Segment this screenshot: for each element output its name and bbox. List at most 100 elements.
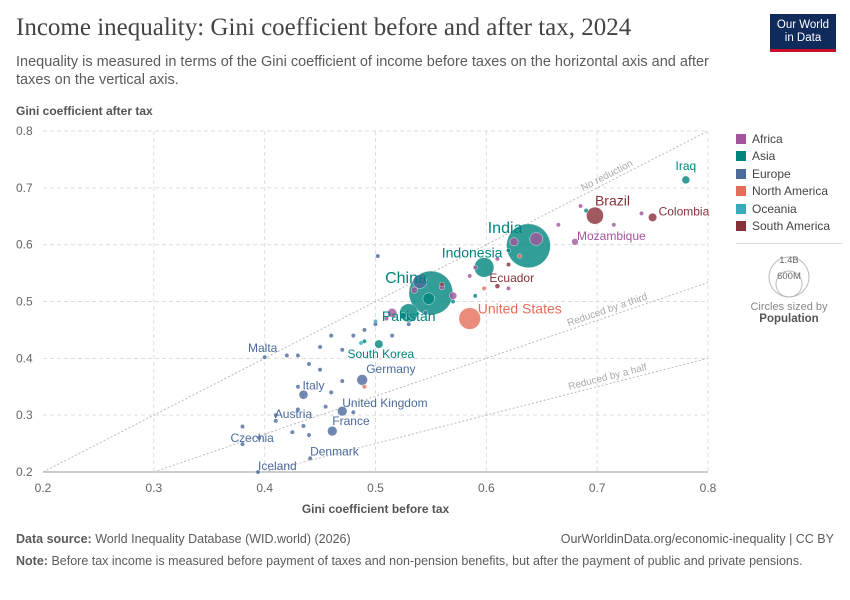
data-point <box>350 409 356 415</box>
country-label: Pakistan <box>382 308 436 324</box>
x-tick-label: 0.7 <box>589 481 606 495</box>
legend-swatch <box>736 186 746 197</box>
data-point <box>586 206 604 225</box>
data-point <box>262 354 268 360</box>
data-point <box>639 211 644 216</box>
country-label: Malta <box>248 341 278 355</box>
legend-item[interactable]: South America <box>736 218 830 236</box>
country-label: Denmark <box>310 444 360 458</box>
country-label: Iraq <box>675 159 696 173</box>
data-point <box>458 307 481 330</box>
legend-label: North America <box>752 184 829 199</box>
data-point <box>450 299 456 304</box>
data-point <box>509 237 519 247</box>
data-point <box>389 333 395 338</box>
legend-swatch <box>736 168 746 179</box>
data-point <box>298 389 309 400</box>
legend-item[interactable]: Asia <box>736 148 830 166</box>
data-point <box>295 407 301 412</box>
data-point <box>328 333 334 338</box>
data-point <box>374 339 384 349</box>
data-point <box>506 286 511 291</box>
country-label: United Kingdom <box>342 396 427 410</box>
legend-label: Europe <box>752 166 791 181</box>
data-point <box>307 455 313 461</box>
reference-line-label: No reduction <box>579 158 634 194</box>
data-point <box>449 291 458 300</box>
data-point <box>517 253 522 259</box>
y-tick-label: 0.3 <box>16 408 33 422</box>
note: Note: Before tax income is measured befo… <box>16 554 803 568</box>
reference-line-label: Reduced by a half <box>567 362 648 393</box>
data-point <box>317 344 323 350</box>
legend-item[interactable]: Africa <box>736 130 830 148</box>
country-label: France <box>332 414 370 428</box>
legend-item[interactable]: North America <box>736 183 830 201</box>
country-label: Czechia <box>231 431 275 445</box>
data-point <box>571 238 579 246</box>
x-tick-label: 0.6 <box>478 481 495 495</box>
legend-label: Africa <box>752 131 783 146</box>
legend-item[interactable]: Oceania <box>736 200 830 218</box>
data-point <box>422 310 428 316</box>
data-point <box>481 286 487 291</box>
data-point <box>681 175 690 185</box>
y-tick-label: 0.8 <box>16 124 33 138</box>
data-point <box>422 292 435 305</box>
y-axis-label: Gini coefficient after tax <box>16 104 153 118</box>
y-tick-label: 0.4 <box>16 351 33 365</box>
size-legend-small: 600M <box>777 271 801 282</box>
data-point <box>289 429 295 435</box>
country-label: United States <box>478 301 562 317</box>
data-point <box>495 256 500 262</box>
data-point <box>255 469 261 475</box>
legend-item[interactable]: Europe <box>736 165 830 183</box>
legend-label: Oceania <box>752 201 797 216</box>
country-label: Italy <box>302 379 324 393</box>
country-label: Mozambique <box>577 229 646 243</box>
data-point <box>494 283 501 289</box>
legend-swatch <box>736 133 746 144</box>
reference-line <box>153 282 709 473</box>
data-point <box>506 262 511 267</box>
chart-title: Income inequality: Gini coefficient befo… <box>16 14 632 41</box>
country-label: Indonesia <box>442 244 503 260</box>
data-point <box>506 247 511 253</box>
x-tick-label: 0.8 <box>700 481 717 495</box>
y-tick-label: 0.5 <box>16 295 33 309</box>
data-point <box>350 333 356 338</box>
data-point <box>295 353 301 358</box>
owid-logo[interactable]: Our World in Data <box>770 14 836 52</box>
legend-swatch <box>736 203 746 214</box>
x-tick-label: 0.2 <box>35 481 52 495</box>
data-point <box>273 412 279 418</box>
country-label: India <box>488 220 523 237</box>
x-tick-label: 0.3 <box>145 481 162 495</box>
data-point <box>306 432 312 438</box>
data-point <box>578 203 583 209</box>
data-point <box>362 327 367 333</box>
data-point <box>410 286 418 294</box>
data-point <box>467 273 473 279</box>
source-url[interactable]: OurWorldinData.org/economic-inequality |… <box>560 532 834 546</box>
legend-label: Asia <box>752 149 776 164</box>
data-point <box>406 321 412 327</box>
data-point <box>529 232 543 246</box>
data-point <box>472 264 478 270</box>
data-point <box>301 423 306 429</box>
data-point <box>406 316 412 321</box>
reference-line <box>42 130 709 473</box>
size-legend: 1.4B 600M Circles sized by Population <box>736 243 842 325</box>
data-point <box>284 353 290 358</box>
reference-line <box>264 357 709 473</box>
data-point <box>306 361 312 367</box>
country-label: China <box>385 270 427 287</box>
data-point <box>317 367 323 373</box>
data-point <box>412 274 427 289</box>
data-point <box>439 282 445 287</box>
data-point <box>295 384 301 390</box>
legend-swatch <box>736 151 746 162</box>
country-label: Brazil <box>595 193 630 209</box>
data-point <box>339 378 345 384</box>
